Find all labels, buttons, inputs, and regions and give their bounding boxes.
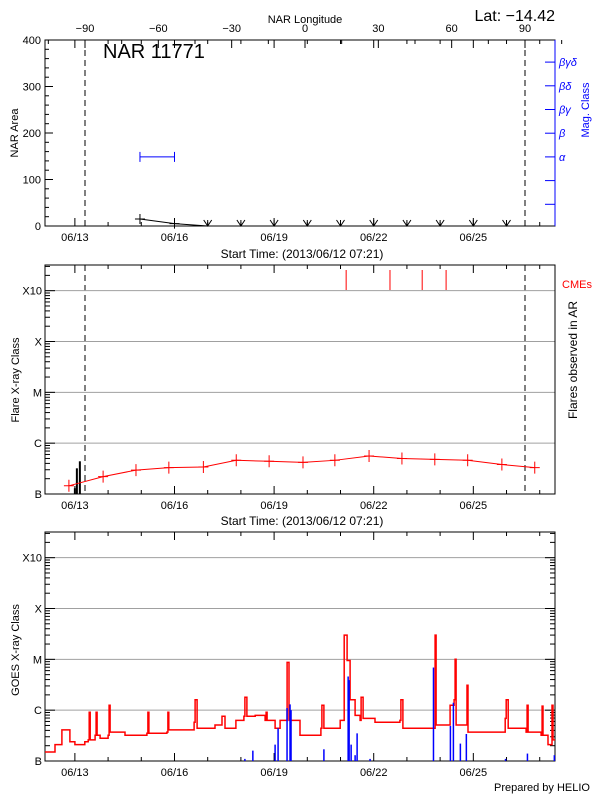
panel1-x-tick-label: 06/22 bbox=[360, 232, 388, 244]
flare-background-point bbox=[529, 461, 540, 474]
panel1-top-tick-label: −60 bbox=[149, 23, 168, 35]
panel2-x-tick-label: 06/22 bbox=[360, 500, 388, 512]
flare-background-point bbox=[163, 461, 174, 474]
nar-area-upper-limit-arrow bbox=[468, 219, 478, 227]
panel1-top-tick-label: −30 bbox=[222, 23, 241, 35]
panel1-y-tick-label: 0 bbox=[35, 221, 41, 233]
panel2-x-tick-label: 06/25 bbox=[460, 500, 488, 512]
flare-background-point bbox=[231, 454, 242, 467]
panel2-y-tick-label: B bbox=[35, 489, 42, 501]
panel2-plot-frame bbox=[44, 264, 556, 495]
latitude-label: Lat: −14.42 bbox=[474, 8, 555, 25]
panel1-top-tick-label: 90 bbox=[519, 23, 531, 35]
panel2-x-tick-label: 06/19 bbox=[260, 500, 288, 512]
panel1-x-axis-title: Start Time: (2013/06/12 07:21) bbox=[221, 247, 384, 261]
goes-flux-line bbox=[45, 634, 555, 753]
nar-area-upper-limit-arrow bbox=[336, 219, 345, 227]
flare-background-point bbox=[98, 470, 109, 483]
flare-background-point bbox=[429, 453, 440, 466]
nar-area-point bbox=[134, 214, 145, 225]
nar-area-upper-limit-arrow bbox=[402, 219, 412, 227]
panel1-right-axis-title: Mag. Class bbox=[580, 82, 592, 138]
credit-label: Prepared by HELIO bbox=[494, 782, 590, 794]
panel1-x-tick-label: 06/13 bbox=[61, 232, 89, 244]
mag-class-tick-label: βδ bbox=[558, 81, 572, 93]
panel1-top-tick-label: 30 bbox=[372, 23, 384, 35]
nar-area-upper-limit-arrow bbox=[203, 219, 213, 227]
panel3-x-tick-label: 06/25 bbox=[460, 767, 488, 779]
panel2-y-axis-title: Flare X-ray Class bbox=[10, 337, 22, 422]
panel2-y-tick-label: X bbox=[35, 337, 43, 349]
flare-background-point bbox=[364, 449, 375, 462]
mag-class-tick-label: βγ bbox=[558, 105, 572, 117]
panel3-y-tick-label: X10 bbox=[22, 553, 42, 565]
panel2-x-tick-label: 06/13 bbox=[61, 500, 89, 512]
panel2-right-axis-title: Flares observed in AR bbox=[566, 301, 580, 419]
panel2-x-axis-title: Start Time: (2013/06/12 07:21) bbox=[221, 514, 384, 528]
flare-background-point bbox=[130, 464, 141, 477]
panel3-x-tick-label: 06/19 bbox=[260, 767, 288, 779]
nar-area-line bbox=[139, 218, 208, 227]
flare-background-point bbox=[462, 454, 473, 467]
panel2-y-tick-label: X10 bbox=[22, 286, 42, 298]
cme-label: CMEs bbox=[562, 279, 592, 291]
panel1-y-tick-label: 100 bbox=[23, 175, 41, 187]
panel1-y-tick-label: 300 bbox=[23, 82, 41, 94]
nar-area-point bbox=[169, 218, 180, 229]
panel1-x-tick-label: 06/16 bbox=[161, 232, 189, 244]
mag-class-tick-label: α bbox=[559, 152, 566, 164]
panel3-x-tick-label: 06/22 bbox=[360, 767, 388, 779]
panel1-top-tick-label: 60 bbox=[446, 23, 458, 35]
nar-area-upper-limit-arrow bbox=[269, 219, 279, 227]
flare-background-point bbox=[63, 479, 74, 492]
panel2-y-tick-label: C bbox=[34, 438, 42, 450]
panel2-x-tick-label: 06/16 bbox=[161, 500, 189, 512]
panel1-x-tick-label: 06/25 bbox=[460, 232, 488, 244]
flare-background-point bbox=[264, 455, 275, 468]
nar-area-upper-limit-arrow bbox=[502, 219, 511, 227]
panel1-title: NAR 11771 bbox=[103, 41, 205, 63]
flare-background-point bbox=[198, 460, 209, 473]
mag-class-tick-label: β bbox=[558, 128, 566, 140]
panel3-y-tick-label: M bbox=[33, 654, 42, 666]
panel3-y-axis-title: GOES X-ray Class bbox=[10, 604, 22, 696]
panel2-y-tick-label: M bbox=[33, 387, 42, 399]
panel1-plot-frame bbox=[44, 39, 556, 227]
nar-area-upper-limit-arrow bbox=[236, 219, 246, 227]
panel3-y-tick-label: X bbox=[35, 604, 43, 616]
panel1-y-tick-label: 200 bbox=[23, 128, 41, 140]
panel1-top-axis-title: NAR Longitude bbox=[268, 14, 343, 26]
flare-background-point bbox=[297, 456, 308, 469]
panel3-y-tick-label: C bbox=[34, 705, 42, 717]
panel1-top-tick-label: 0 bbox=[302, 23, 308, 35]
panel1-y-tick-label: 400 bbox=[23, 35, 41, 47]
nar-area-upper-limit-arrow bbox=[369, 219, 379, 227]
flare-background-point bbox=[329, 454, 340, 467]
panel3-x-tick-label: 06/13 bbox=[61, 767, 89, 779]
flare-background-point bbox=[396, 452, 407, 465]
panel1-top-tick-label: −90 bbox=[76, 23, 95, 35]
panel3-y-tick-label: B bbox=[35, 756, 42, 768]
nar-area-upper-limit-arrow bbox=[302, 219, 312, 227]
flare-background-point bbox=[496, 458, 507, 471]
mag-class-tick-label: βγδ bbox=[558, 57, 578, 69]
panel3-plot-frame bbox=[44, 531, 556, 762]
panel1-y-axis-title: NAR Area bbox=[9, 108, 21, 158]
nar-area-upper-limit-arrow bbox=[435, 219, 445, 227]
panel1-x-tick-label: 06/19 bbox=[260, 232, 288, 244]
panel3-x-tick-label: 06/16 bbox=[161, 767, 189, 779]
